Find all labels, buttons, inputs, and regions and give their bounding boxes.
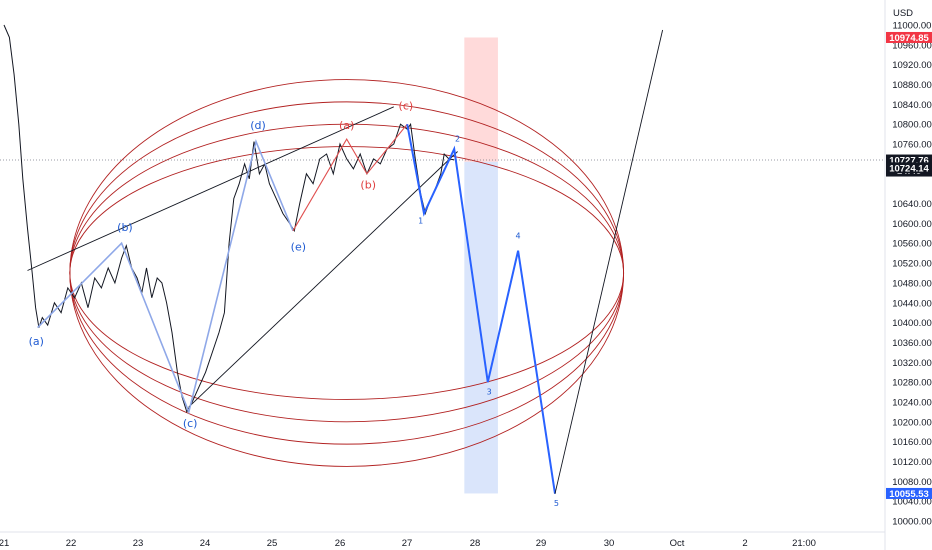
wave-label-13: 5	[554, 499, 559, 508]
y-tick-label-5: 10840.00	[892, 100, 932, 111]
plot-area[interactable]: (a) (b) (c) (d) (e) (a) (b) (c) 1 2 3 4 5	[0, 24, 885, 508]
target-low-badge-bg	[886, 487, 932, 499]
wave-minor[interactable]	[292, 123, 408, 232]
y-tick-label-11: 10520.00	[892, 259, 932, 270]
wave-label-4: (d)	[250, 119, 266, 132]
channel-lower-trendline[interactable]	[188, 151, 458, 408]
wave-label-9: 1	[418, 216, 423, 225]
wave-projection[interactable]	[406, 124, 556, 494]
target-high-badge: 10974.85	[889, 33, 929, 44]
y-tick-label-10: 10560.00	[892, 239, 932, 250]
wave-label-8: (c)	[399, 99, 414, 112]
x-tick-label-7: 27	[402, 538, 413, 549]
price-line[interactable]	[3, 24, 455, 414]
y-tick-label-4: 10880.00	[892, 80, 932, 91]
y-tick-label-7: 10760.00	[892, 140, 932, 151]
y-tick-label-12: 10480.00	[892, 278, 932, 289]
y-tick-label-2: 10960.00	[892, 40, 932, 51]
price-axis[interactable]: 11000.00 10960.00 10920.00 10880.00 10840.00…	[884, 0, 932, 550]
channel-upper-trendline[interactable]	[27, 106, 394, 271]
y-tick-label-3: 10920.00	[892, 60, 932, 71]
y-tick-label-8: 10640.00	[892, 199, 932, 210]
wave-label-11: 3	[487, 388, 492, 397]
y-tick-label-24: 10000.00	[892, 517, 932, 528]
y-tick-label-21: 10120.00	[892, 457, 932, 468]
entry-badge-bg	[886, 162, 932, 174]
target-low-badge: 10055.53	[889, 489, 929, 500]
wave-label-5: (e)	[291, 241, 306, 254]
target-high-badge-bg	[886, 31, 932, 43]
y-tick-label-6: 10800.00	[892, 120, 932, 131]
recovery-trendline[interactable]	[554, 29, 664, 494]
wave-label-2: (b)	[117, 221, 133, 234]
wave-label-10: 2	[455, 135, 460, 144]
y-tick-label-9: 10600.00	[892, 219, 932, 230]
y-tick-label-17: 10280.00	[892, 378, 932, 389]
y-tick-label-18: 10240.00	[892, 397, 932, 408]
x-tick-label-3: 23	[133, 538, 144, 549]
y-tick-label-19: 10200.00	[892, 417, 932, 428]
x-tick-label-13: 21:00	[792, 538, 816, 549]
entry-badge: 10724.14	[889, 163, 929, 174]
x-tick-label-2: 22	[66, 538, 77, 549]
x-tick-label-9: 29	[536, 538, 547, 549]
y-tick-label-16: 10320.00	[892, 358, 932, 369]
x-tick-label-10: 30	[604, 538, 615, 549]
wave-label-7: (b)	[360, 179, 376, 192]
ellipse-drawing-3[interactable]	[69, 123, 625, 423]
x-tick-label-8: 28	[470, 538, 481, 549]
wave-label-3: (c)	[183, 417, 198, 430]
x-tick-label-6: 26	[335, 538, 346, 549]
time-axis[interactable]: 21 22 23 24 25 26 27 28 29 30 Oct 2 21:00	[0, 531, 885, 549]
y-tick-label-22: 10080.00	[892, 477, 932, 488]
currency-label: USD	[893, 8, 913, 19]
y-tick-label-14: 10400.00	[892, 318, 932, 329]
wave-label-12: 4	[516, 231, 521, 240]
profit-target-zone[interactable]	[464, 161, 498, 494]
x-tick-label-1: 21	[0, 538, 9, 549]
y-tick-label-23: 10040.00	[892, 497, 932, 508]
y-tick-label-15: 10360.00	[892, 338, 932, 349]
wave-label-6: (a)	[339, 119, 354, 132]
x-tick-label-11: Oct	[670, 538, 685, 549]
y-tick-label-20: 10160.00	[892, 437, 932, 448]
ellipse-drawing-1[interactable]	[69, 79, 625, 467]
y-tick-label-13: 10440.00	[892, 298, 932, 309]
ellipse-drawing-4[interactable]	[69, 146, 625, 400]
y-tick-label-1: 11000.00	[893, 21, 932, 32]
x-tick-label-12: 2	[742, 538, 747, 549]
x-tick-label-4: 24	[200, 538, 211, 549]
current-price-badge: 10727.76	[889, 156, 929, 167]
x-tick-label-5: 25	[267, 538, 278, 549]
wave-primary[interactable]	[37, 139, 294, 415]
wave-label-1: (a)	[29, 335, 44, 348]
